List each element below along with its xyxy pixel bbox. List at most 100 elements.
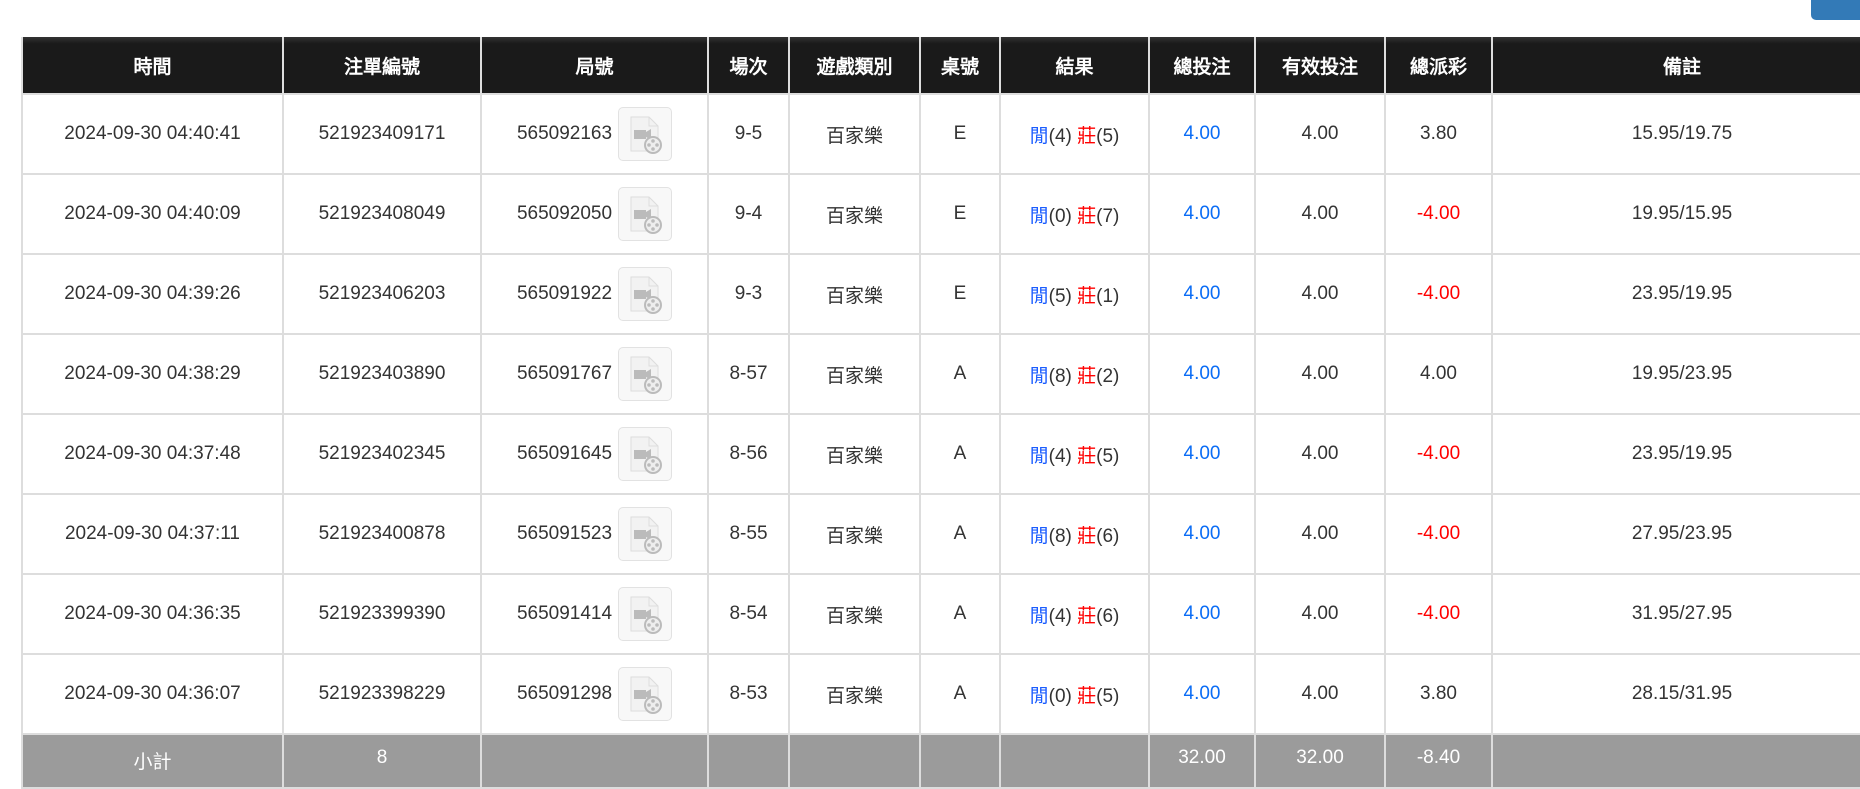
table-row: 2024-09-30 04:36:35 521923399390 5650914… [21, 573, 1860, 655]
player-label: 閒 [1029, 125, 1049, 147]
header-total-payout: 總派彩 [1384, 37, 1493, 95]
table-row: 2024-09-30 04:40:41 521923409171 5650921… [21, 93, 1860, 175]
video-file-icon[interactable] [618, 347, 673, 401]
cell-game-type: 百家樂 [788, 573, 921, 655]
video-file-icon[interactable] [618, 587, 673, 641]
round-number: 565091523 [516, 523, 613, 544]
cell-payout: -4.00 [1384, 173, 1493, 255]
round-number: 565091414 [516, 603, 613, 624]
header-valid-bet: 有效投注 [1254, 37, 1386, 95]
cell-table-no: E [919, 93, 1001, 175]
cell-result: 閒(5) 莊(1) [999, 253, 1150, 335]
table-row: 2024-09-30 04:40:09 521923408049 5650920… [21, 173, 1860, 255]
banker-label: 莊 [1077, 125, 1097, 147]
cell-table-no: A [919, 333, 1001, 415]
video-file-icon[interactable] [618, 187, 673, 241]
player-points: (5) [1048, 285, 1072, 307]
top-right-button[interactable] [1811, 0, 1860, 20]
banker-label: 莊 [1077, 445, 1097, 467]
cell-shoe: 9-3 [707, 253, 790, 335]
cell-game-type: 百家樂 [788, 93, 921, 175]
round-number: 565091298 [516, 683, 613, 704]
banker-label: 莊 [1077, 605, 1097, 627]
header-table-no: 桌號 [919, 37, 1001, 95]
cell-total-bet: 4.00 [1148, 333, 1256, 415]
player-label: 閒 [1029, 365, 1049, 387]
cell-payout: -4.00 [1384, 253, 1493, 335]
cell-shoe: 8-56 [707, 413, 790, 495]
player-points: (0) [1048, 205, 1072, 227]
table-row: 2024-09-30 04:37:11 521923400878 5650915… [21, 493, 1860, 575]
cell-bet-id: 521923403890 [282, 333, 482, 415]
cell-result: 閒(4) 莊(5) [999, 413, 1150, 495]
bet-history-table: 時間 注單編號 局號 場次 遊戲類別 桌號 結果 總投注 有效投注 總派彩 備註 2024-09-3… [21, 37, 1860, 789]
cell-result: 閒(4) 莊(6) [999, 573, 1150, 655]
cell-shoe: 8-57 [707, 333, 790, 415]
cell-bet-id: 521923409171 [282, 93, 482, 175]
subtotal-count: 8 [282, 733, 482, 789]
cell-valid-bet: 4.00 [1254, 333, 1386, 415]
cell-round: 565091414 [480, 573, 709, 655]
cell-game-type: 百家樂 [788, 253, 921, 335]
cell-valid-bet: 4.00 [1254, 493, 1386, 575]
cell-valid-bet: 4.00 [1254, 253, 1386, 335]
cell-total-bet: 4.00 [1148, 413, 1256, 495]
empty-cell [788, 733, 921, 789]
player-label: 閒 [1029, 685, 1049, 707]
cell-time: 2024-09-30 04:36:35 [21, 573, 284, 655]
video-file-icon[interactable] [618, 107, 673, 161]
player-points: (8) [1048, 365, 1072, 387]
cell-payout: 3.80 [1384, 653, 1493, 735]
cell-game-type: 百家樂 [788, 493, 921, 575]
cell-game-type: 百家樂 [788, 413, 921, 495]
empty-cell [919, 733, 1001, 789]
banker-points: (6) [1096, 525, 1120, 547]
player-points: (8) [1048, 525, 1072, 547]
cell-bet-id: 521923400878 [282, 493, 482, 575]
empty-cell [999, 733, 1150, 789]
player-points: (4) [1048, 125, 1072, 147]
banker-label: 莊 [1077, 685, 1097, 707]
cell-table-no: A [919, 493, 1001, 575]
cell-time: 2024-09-30 04:36:07 [21, 653, 284, 735]
cell-time: 2024-09-30 04:37:11 [21, 493, 284, 575]
round-number: 565092163 [516, 123, 613, 144]
cell-payout: -4.00 [1384, 573, 1493, 655]
cell-round: 565092163 [480, 93, 709, 175]
cell-note: 19.95/23.95 [1491, 333, 1860, 415]
cell-result: 閒(0) 莊(5) [999, 653, 1150, 735]
cell-total-bet: 4.00 [1148, 573, 1256, 655]
video-file-icon[interactable] [618, 427, 673, 481]
banker-label: 莊 [1077, 365, 1097, 387]
video-file-icon[interactable] [618, 667, 673, 721]
cell-valid-bet: 4.00 [1254, 93, 1386, 175]
round-number: 565091767 [516, 363, 613, 384]
video-file-icon[interactable] [618, 507, 673, 561]
header-bet-id: 注單編號 [282, 37, 482, 95]
empty-cell [707, 733, 790, 789]
player-label: 閒 [1029, 525, 1049, 547]
cell-table-no: A [919, 413, 1001, 495]
player-points: (4) [1048, 605, 1072, 627]
cell-shoe: 9-4 [707, 173, 790, 255]
cell-time: 2024-09-30 04:40:09 [21, 173, 284, 255]
cell-note: 23.95/19.95 [1491, 253, 1860, 335]
cell-total-bet: 4.00 [1148, 653, 1256, 735]
banker-points: (6) [1096, 605, 1120, 627]
cell-valid-bet: 4.00 [1254, 573, 1386, 655]
cell-table-no: A [919, 653, 1001, 735]
cell-game-type: 百家樂 [788, 653, 921, 735]
banker-points: (5) [1096, 685, 1120, 707]
subtotal-label: 小計 [21, 733, 284, 789]
cell-note: 15.95/19.75 [1491, 93, 1860, 175]
round-number: 565091922 [516, 283, 613, 304]
video-file-icon[interactable] [618, 267, 673, 321]
cell-note: 19.95/15.95 [1491, 173, 1860, 255]
cell-bet-id: 521923408049 [282, 173, 482, 255]
cell-payout: -4.00 [1384, 493, 1493, 575]
cell-bet-id: 521923402345 [282, 413, 482, 495]
player-label: 閒 [1029, 605, 1049, 627]
cell-note: 28.15/31.95 [1491, 653, 1860, 735]
subtotal-row: 小計 8 32.00 32.00 -8.40 [21, 733, 1860, 789]
cell-round: 565091645 [480, 413, 709, 495]
